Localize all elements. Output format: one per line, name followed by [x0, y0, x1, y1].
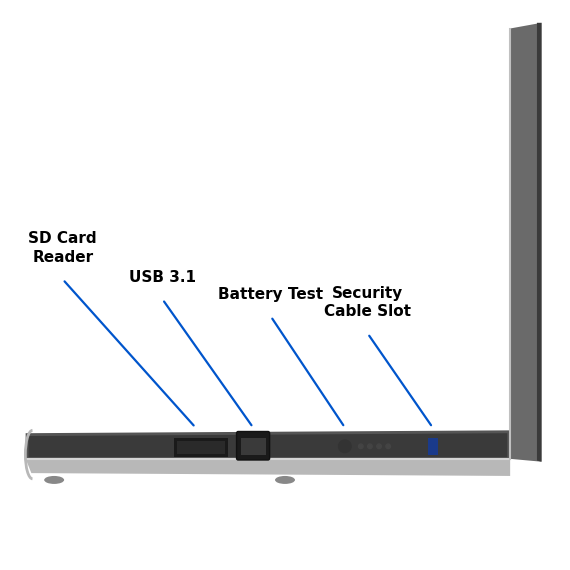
Polygon shape	[26, 459, 510, 476]
Circle shape	[368, 444, 372, 449]
Ellipse shape	[44, 476, 64, 484]
FancyBboxPatch shape	[237, 431, 270, 460]
Circle shape	[339, 440, 351, 453]
Text: Battery Test: Battery Test	[218, 287, 323, 302]
Polygon shape	[537, 23, 542, 462]
Bar	[428, 438, 438, 455]
Text: SD Card
Reader: SD Card Reader	[28, 231, 97, 265]
Circle shape	[386, 444, 390, 449]
Polygon shape	[510, 23, 542, 462]
Polygon shape	[28, 433, 507, 457]
Text: USB 3.1: USB 3.1	[129, 270, 196, 285]
Circle shape	[377, 444, 381, 449]
Ellipse shape	[275, 476, 295, 484]
Bar	[177, 441, 225, 454]
Polygon shape	[26, 430, 510, 459]
Bar	[241, 438, 266, 455]
Text: Security
Cable Slot: Security Cable Slot	[324, 286, 411, 319]
Circle shape	[359, 444, 363, 449]
Bar	[174, 438, 228, 457]
